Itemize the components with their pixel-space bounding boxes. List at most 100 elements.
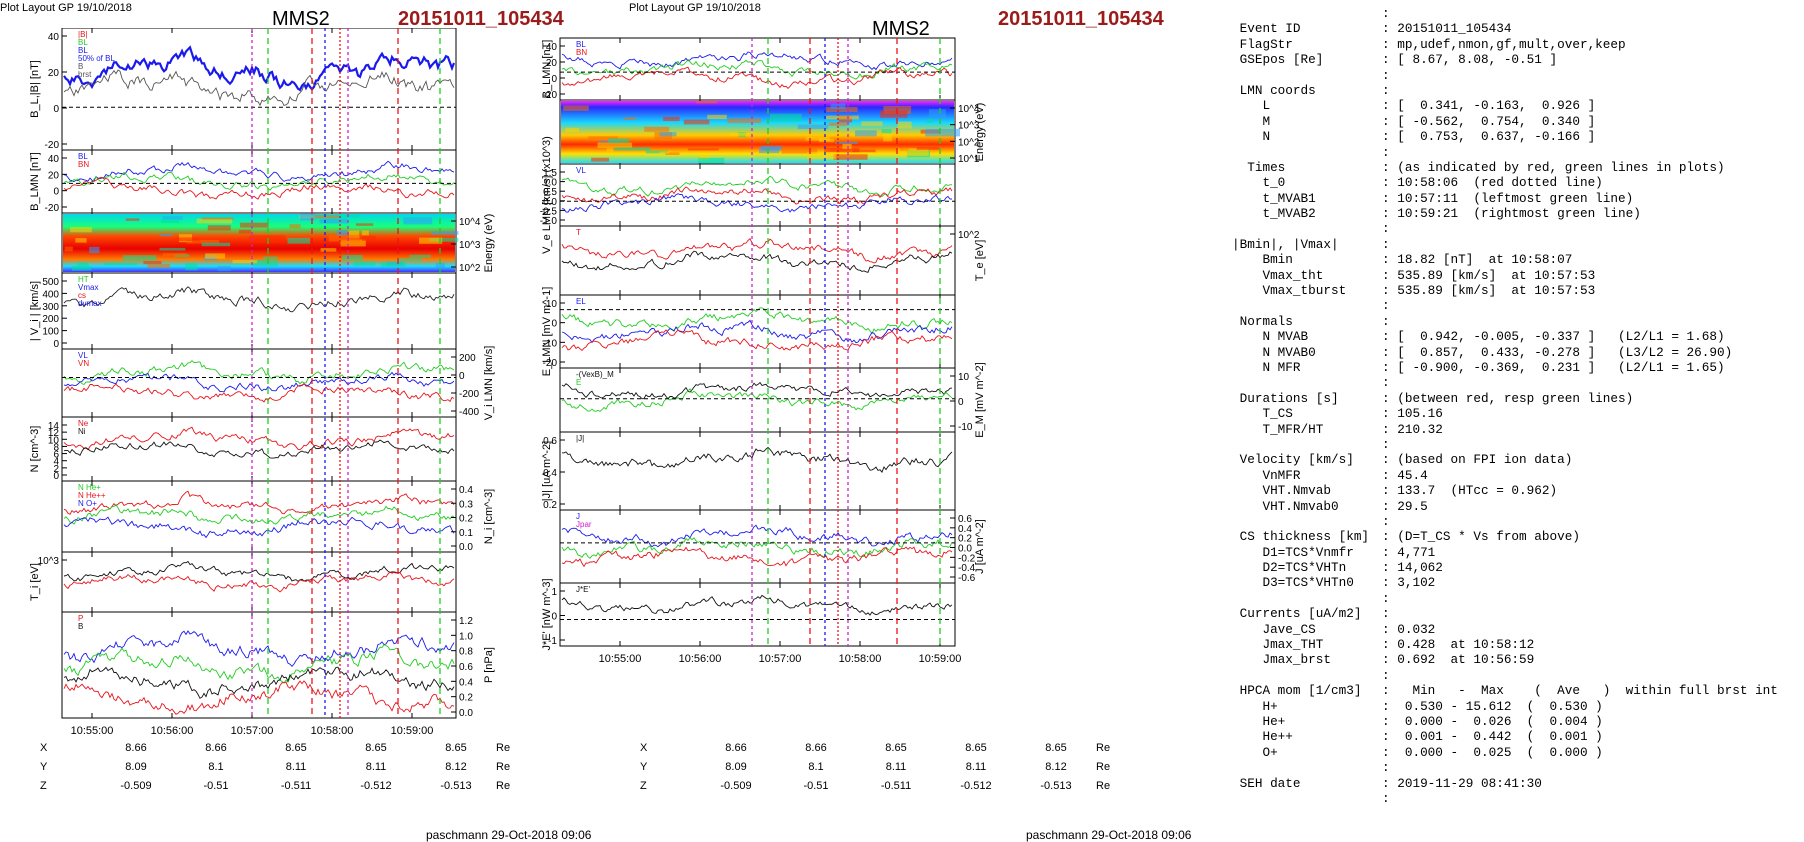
spectrogram-texture [565, 127, 580, 132]
info-line: M: [ -0.562, 0.754, 0.340 ] [1232, 114, 1792, 129]
series-line [63, 160, 455, 183]
y-axis-label-right: T_e [eV] [974, 240, 986, 282]
spectrogram-texture [698, 154, 710, 161]
y-axis-label-right: J [uA m^-2] [974, 519, 986, 574]
coord-label: X [40, 741, 48, 754]
y-tick-label: 0.2 [958, 534, 972, 545]
info-line: N: [ 0.753, 0.637, -0.166 ] [1232, 129, 1792, 144]
spectrogram-texture [339, 214, 359, 218]
y-axis-label: N [cm^-3] [29, 426, 41, 473]
info-label: N MVAB0 [1232, 344, 1316, 360]
info-label: Currents [uA/m2] [1232, 606, 1362, 622]
legend-entry: BN [576, 48, 587, 57]
y-tick-label: 1.2 [459, 616, 473, 627]
coord-value: 8.65 [1045, 741, 1067, 754]
y-tick-label: 200 [42, 314, 59, 325]
y-tick-label: -200 [459, 389, 479, 400]
info-value: : 0.000 - 0.026 ( 0.004 ) [1382, 713, 1603, 729]
info-label: M [1232, 113, 1271, 129]
y-tick-label: -20 [45, 203, 60, 214]
info-value: : [1382, 298, 1390, 314]
spectrogram-texture [319, 218, 348, 224]
info-line: N MVAB0: [ 0.857, 0.433, -0.278 ] (L3/L2… [1232, 345, 1792, 360]
info-line: : [1232, 6, 1792, 21]
event-title: 20151011_105434 [398, 8, 564, 30]
info-value: : [1382, 436, 1390, 452]
y-tick-label: 0.3 [459, 499, 473, 510]
series-line [561, 237, 953, 264]
info-value: : 535.89 [km/s] at 10:57:53 [1382, 283, 1596, 299]
panel-frame [61, 551, 457, 613]
y-tick-label: 0.4 [459, 485, 473, 496]
y-tick-label: 0.2 [459, 514, 473, 525]
info-value: : (D=T_CS * Vs from above) [1382, 529, 1580, 545]
spectrogram-texture [77, 262, 89, 267]
spacecraft-title-2: MMS2 [872, 18, 930, 40]
coord-value: -0.512 [960, 779, 992, 792]
y-tick-label: -20 [543, 90, 558, 101]
spectrogram-texture [287, 237, 310, 244]
info-label: Durations [s] [1232, 390, 1339, 406]
spectrogram-texture [659, 132, 677, 137]
info-value: : 0.000 - 0.025 ( 0.000 ) [1382, 744, 1603, 760]
spectrogram-texture [159, 234, 173, 237]
series-line [63, 680, 455, 715]
spectrogram-texture [928, 109, 946, 117]
info-line: D3=TCS*VHTn0: 3,102 [1232, 575, 1792, 590]
y-tick-label: 0.0 [459, 542, 473, 553]
series-line [561, 329, 953, 352]
x-tick-label: 10:57:00 [231, 725, 274, 737]
series-line [63, 644, 455, 684]
coord-label: Z [640, 779, 647, 792]
spectrogram-texture [289, 224, 301, 229]
info-line: Vmax_tburst: 535.89 [km/s] at 10:57:53 [1232, 283, 1792, 298]
series-line [63, 666, 455, 699]
series-line [63, 171, 455, 191]
spectrogram-texture [299, 213, 316, 221]
info-value: : [1382, 590, 1390, 606]
info-line: t_MVAB1: 10:57:11 (leftmost green line) [1232, 191, 1792, 206]
coord-row: X 8.66 8.66 8.65 8.65 8.65 Re [640, 738, 1126, 757]
spectrogram-texture [614, 147, 651, 151]
y-tick-label: 0.5 [543, 187, 557, 198]
info-value: : 10:59:21 (rightmost green line) [1382, 206, 1641, 222]
info-value: : [1382, 513, 1390, 529]
spectrogram-texture [761, 145, 783, 151]
spectrogram-texture [435, 263, 445, 268]
info-label: Jmax_THT [1232, 637, 1324, 653]
info-line: Event ID: 20151011_105434 [1232, 21, 1792, 36]
series-line [63, 560, 455, 582]
panel-frame [559, 294, 956, 369]
info-label: N MVAB [1232, 329, 1309, 345]
info-value: : (as indicated by red, green lines in p… [1382, 159, 1725, 175]
info-value: : 0.001 - 0.442 ( 0.001 ) [1382, 729, 1603, 745]
series-line [63, 426, 455, 451]
info-label: T_CS [1232, 406, 1293, 422]
coord-value: 8.65 [965, 741, 987, 754]
spectrogram-texture [659, 151, 669, 154]
y-tick-label: 10^4 [958, 104, 980, 115]
legend-entry: dvmax [78, 299, 102, 308]
spectrogram-texture [89, 246, 100, 254]
info-line: CS thickness [km]: (D=T_CS * Vs from abo… [1232, 529, 1792, 544]
x-tick-label: 10:55:00 [71, 725, 114, 737]
spectrogram-texture [824, 148, 860, 153]
info-line: SEH date: 2019-11-29 08:41:30 [1232, 776, 1792, 791]
series-line [63, 360, 455, 386]
panel-frame [61, 28, 457, 151]
legend-entry: VL [78, 351, 88, 360]
info-value: : 105.16 [1382, 406, 1443, 422]
spectrogram-texture [207, 225, 231, 231]
spectrogram-texture [797, 124, 829, 130]
spectrogram-texture [342, 254, 363, 261]
spectrogram-texture [842, 143, 852, 149]
spectrogram-texture [883, 134, 893, 142]
spectrogram-texture [353, 261, 376, 266]
coord-unit: Re [496, 779, 511, 792]
spectrogram-texture [123, 255, 157, 261]
y-tick-label: 0.6 [958, 514, 972, 525]
y-axis-label: E_LMN [mV m^-1] [541, 287, 553, 377]
spectrogram-texture [597, 142, 633, 148]
y-tick-label: 0 [551, 319, 557, 330]
y-axis-label: B_L,|B| [nT] [29, 60, 41, 118]
